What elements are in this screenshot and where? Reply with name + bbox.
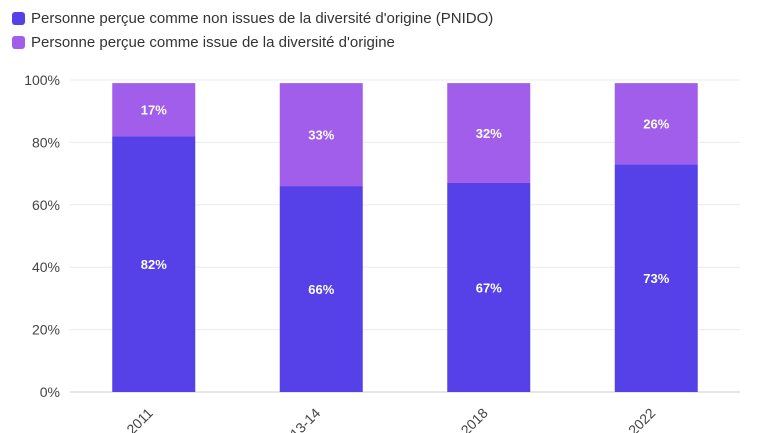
bar-2018-series-1[interactable] bbox=[447, 182, 531, 392]
bar-2011-series-1[interactable] bbox=[112, 136, 196, 392]
y-tick-label-60: 60% bbox=[32, 197, 60, 213]
bar-2018-series-2[interactable] bbox=[447, 83, 531, 183]
data-label-2013-14-series-1: 66% bbox=[308, 282, 334, 297]
y-tick-label-100: 100% bbox=[24, 72, 60, 88]
legend-item-diversite[interactable]: Personne perçue comme issue de la divers… bbox=[12, 30, 493, 54]
bar-2022-series-2[interactable] bbox=[614, 83, 698, 165]
legend: Personne perçue comme non issues de la d… bbox=[12, 6, 493, 54]
bar-2022-series-1[interactable] bbox=[614, 164, 698, 392]
data-label-2022-series-1: 73% bbox=[643, 271, 669, 286]
bar-2013-14-series-2[interactable] bbox=[279, 83, 363, 187]
x-tick-label-2018: 2018 bbox=[458, 405, 491, 433]
legend-swatch-pnido bbox=[12, 11, 25, 25]
data-label-2011-series-2: 17% bbox=[141, 103, 167, 118]
y-tick-label-20: 20% bbox=[32, 322, 60, 338]
y-tick-label-40: 40% bbox=[32, 259, 60, 275]
x-tick-label-2022: 2022 bbox=[625, 405, 658, 433]
data-label-2022-series-2: 26% bbox=[643, 117, 669, 132]
data-label-2018-series-1: 67% bbox=[476, 280, 502, 295]
legend-label-diversite: Personne perçue comme issue de la divers… bbox=[31, 33, 395, 51]
legend-item-pnido[interactable]: Personne perçue comme non issues de la d… bbox=[12, 6, 493, 30]
bar-2011-series-2[interactable] bbox=[112, 83, 196, 137]
legend-label-pnido: Personne perçue comme non issues de la d… bbox=[31, 9, 494, 27]
x-tick-label-2013-14: 2013-14 bbox=[276, 405, 324, 433]
y-tick-label-80: 80% bbox=[32, 134, 60, 150]
legend-swatch-diversite bbox=[12, 35, 25, 49]
bar-2013-14-series-1[interactable] bbox=[279, 186, 363, 392]
data-label-2013-14-series-2: 33% bbox=[308, 128, 334, 143]
y-tick-label-0: 0% bbox=[40, 384, 60, 400]
data-label-2018-series-2: 32% bbox=[476, 126, 502, 141]
x-tick-label-2011: 2011 bbox=[123, 405, 156, 433]
data-label-2011-series-1: 82% bbox=[141, 257, 167, 272]
